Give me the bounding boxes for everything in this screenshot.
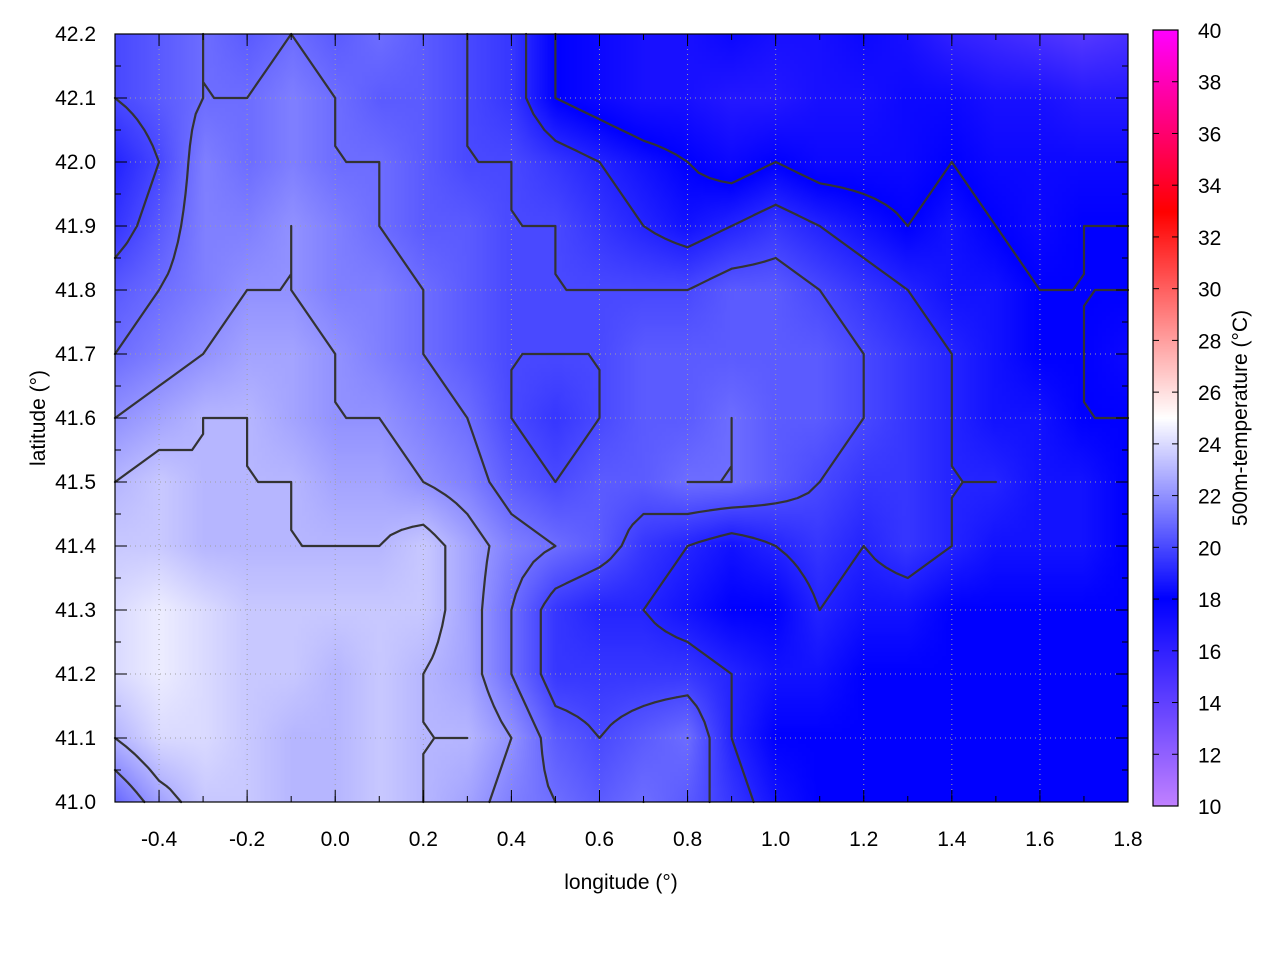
x-tick-label: 0.8 <box>673 828 702 851</box>
colorbar-tick-label: 22 <box>1198 486 1221 509</box>
x-axis-label: longitude (°) <box>564 871 677 894</box>
y-tick-label: 42.0 <box>55 151 96 174</box>
colorbar-tick-label: 24 <box>1198 434 1222 457</box>
y-tick-label: 41.5 <box>55 471 96 494</box>
x-tick-label: 0.6 <box>585 828 614 851</box>
y-tick-label: 41.9 <box>55 215 96 238</box>
x-tick-label: 0.2 <box>409 828 438 851</box>
colorbar-tick-label: 10 <box>1198 796 1221 819</box>
contour-line <box>113 32 865 804</box>
x-tick-label: 1.4 <box>937 828 967 851</box>
colorbar-tick-label: 28 <box>1198 330 1221 353</box>
colorbar-tick-label: 38 <box>1198 72 1221 95</box>
y-tick-label: 41.6 <box>55 407 96 430</box>
contour-line <box>113 224 513 804</box>
colorbar-tick-label: 26 <box>1198 382 1221 405</box>
y-tick-label: 42.1 <box>55 87 96 110</box>
x-tick-label: 0.0 <box>321 828 350 851</box>
y-tick-label: 41.2 <box>55 663 96 686</box>
heatmap <box>115 34 1128 802</box>
x-tick-label: -0.4 <box>141 828 178 851</box>
colorbar-tick-label: 40 <box>1198 20 1221 43</box>
colorbar-tick-label: 32 <box>1198 227 1221 250</box>
x-tick-label: 1.2 <box>849 828 878 851</box>
colorbar-tick-label: 16 <box>1198 641 1221 664</box>
colorbar-tick-label: 20 <box>1198 537 1221 560</box>
y-tick-label: 41.7 <box>55 343 96 366</box>
x-tick-label: 1.8 <box>1113 828 1142 851</box>
colorbar-tick-label: 34 <box>1198 175 1222 198</box>
contour-line <box>113 416 469 804</box>
contour-line <box>554 32 1130 420</box>
colorbar-tick-label: 14 <box>1198 693 1222 716</box>
x-tick-label: -0.2 <box>229 828 265 851</box>
colorbar-label: 500m-temperature (°C) <box>1229 310 1252 526</box>
y-axis-label: latitude (°) <box>27 370 50 466</box>
colorbar-tick-label: 12 <box>1198 744 1221 767</box>
y-tick-label: 42.2 <box>55 23 96 46</box>
y-tick-label: 41.8 <box>55 279 96 302</box>
y-tick-label: 41.3 <box>55 599 96 622</box>
colorbar-tick-label: 36 <box>1198 123 1221 146</box>
colorbar-tick-label: 30 <box>1198 279 1221 302</box>
y-tick-label: 41.0 <box>55 791 96 814</box>
contour-line <box>525 32 997 804</box>
x-tick-label: 1.0 <box>761 828 790 851</box>
colorbar-tick-label: 18 <box>1198 589 1221 612</box>
y-tick-label: 41.1 <box>55 727 96 750</box>
y-tick-label: 41.4 <box>55 535 96 558</box>
colorbar <box>1153 30 1178 806</box>
x-tick-label: 1.6 <box>1025 828 1054 851</box>
contour-line <box>113 32 733 804</box>
plot-frame <box>114 33 1129 803</box>
colorbar-frame <box>1152 29 1179 807</box>
x-tick-label: 0.4 <box>497 828 527 851</box>
